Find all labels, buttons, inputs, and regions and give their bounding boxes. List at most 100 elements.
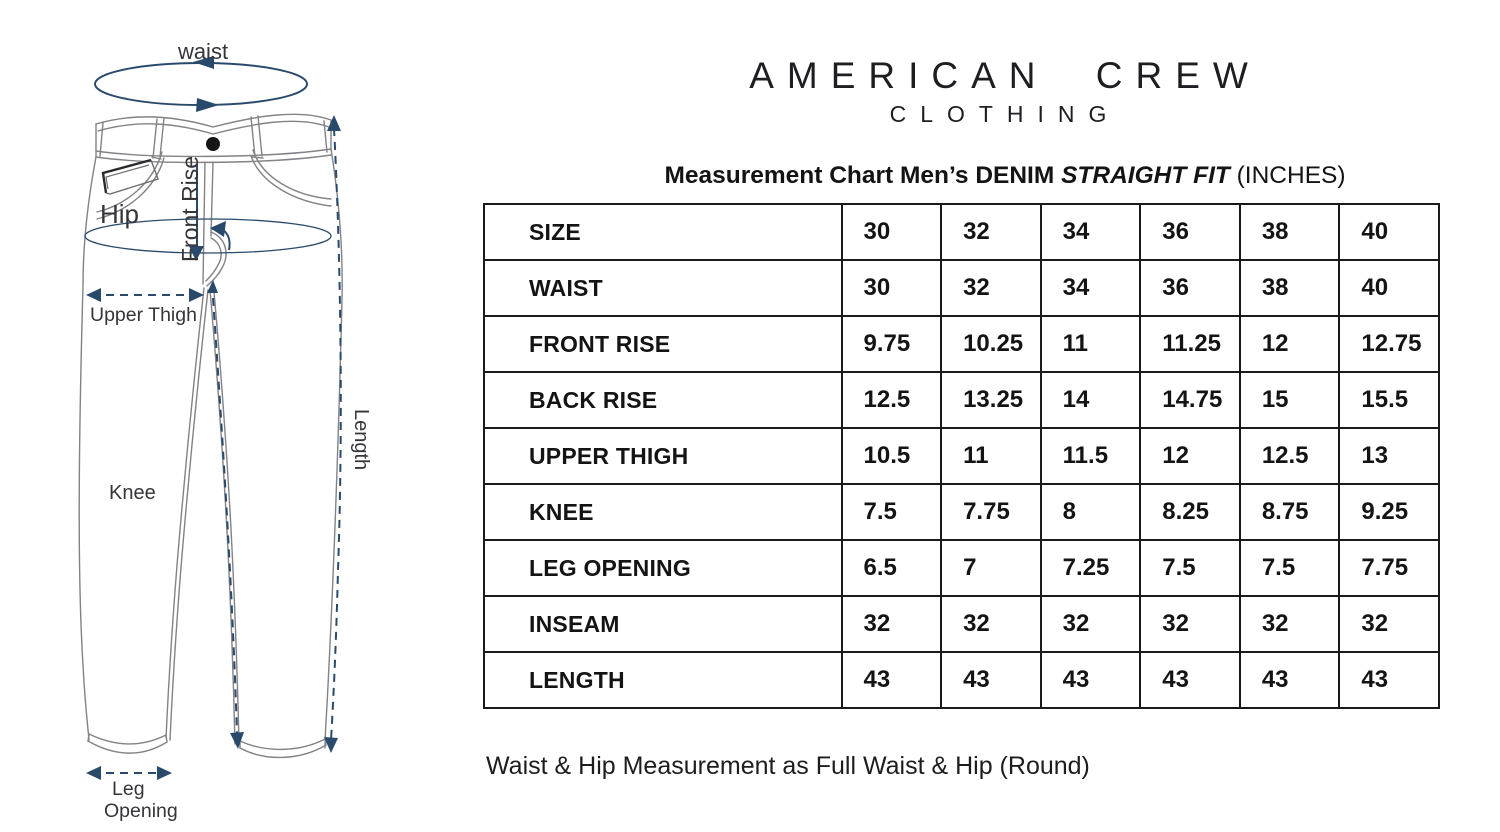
measurement-value: 12 <box>1238 315 1341 373</box>
measurement-value: 12 <box>1139 427 1241 485</box>
length-arrow-up <box>327 115 341 131</box>
measurement-value: 36 <box>1139 259 1241 317</box>
measurement-value: 10.25 <box>940 315 1042 373</box>
measurement-value: 32 <box>940 259 1042 317</box>
measurement-value: 36 <box>1139 203 1241 261</box>
measurement-value: 11.5 <box>1039 427 1142 485</box>
row-label: SIZE <box>483 203 843 261</box>
chart-title-prefix: Measurement Chart Men’s DENIM <box>664 162 1062 189</box>
length-line <box>330 127 342 741</box>
row-label: LEG OPENING <box>483 539 843 597</box>
measurement-value: 32 <box>840 595 943 653</box>
measurement-value: 38 <box>1238 203 1341 261</box>
leg-opening-arrow-right <box>157 766 172 780</box>
measurement-value: 32 <box>1039 595 1142 653</box>
measurement-value: 34 <box>1039 259 1142 317</box>
measurement-value: 43 <box>940 651 1042 709</box>
footnote: Waist & Hip Measurement as Full Waist & … <box>486 752 1090 780</box>
size-table: SIZE 30 32 34 36 38 40 WAIST 30 32 34 36 38 40 FRONT R… <box>483 203 1440 709</box>
brand-subtitle: CLOTHING <box>889 101 1121 127</box>
measurement-value: 32 <box>940 595 1042 653</box>
measurement-value: 34 <box>1039 203 1142 261</box>
chart-title: Measurement Chart Men’s DENIM STRAIGHT F… <box>505 162 1500 190</box>
measurement-value: 32 <box>1139 595 1241 653</box>
waist-ellipse <box>94 62 308 106</box>
length-arrow-down <box>324 737 338 753</box>
hip-label: Hip <box>100 199 139 229</box>
table-row: SIZE 30 32 34 36 38 40 <box>483 203 1440 261</box>
measurement-value: 43 <box>1139 651 1241 709</box>
leg-opening-arrow-left <box>86 766 101 780</box>
measurement-value: 6.5 <box>840 539 943 597</box>
upper-thigh-label: Upper Thigh <box>90 304 197 326</box>
front-rise-arrow-down <box>189 246 204 261</box>
measurement-arrowheads <box>86 56 341 780</box>
table-row: WAIST 30 32 34 36 38 40 <box>483 259 1440 317</box>
measurement-value: 43 <box>1238 651 1341 709</box>
inseam-arrow-down <box>230 732 244 749</box>
measurement-value: 7 <box>940 539 1042 597</box>
table-row: BACK RISE 12.5 13.25 14 14.75 15 15.5 <box>483 371 1440 429</box>
measurement-value: 7.75 <box>1338 539 1440 597</box>
upper-thigh-arrow-right <box>189 288 204 302</box>
chart-title-unit: (INCHES) <box>1229 162 1346 189</box>
row-label: WAIST <box>483 259 843 317</box>
length-label: Length <box>350 409 372 470</box>
row-label: FRONT RISE <box>483 315 843 373</box>
measurement-value: 10.5 <box>840 427 943 485</box>
measurement-value: 43 <box>1338 651 1440 709</box>
measurement-value: 40 <box>1338 259 1440 317</box>
table-row: LEG OPENING 6.5 7 7.25 7.5 7.5 7.75 <box>483 539 1440 597</box>
row-label: UPPER THIGH <box>483 427 843 485</box>
size-table-body: SIZE 30 32 34 36 38 40 WAIST 30 32 34 36 38 40 FRONT R… <box>483 203 1440 709</box>
measurement-value: 43 <box>840 651 943 709</box>
table-row: FRONT RISE 9.75 10.25 11 11.25 12 12.75 <box>483 315 1440 373</box>
measurement-value: 32 <box>1338 595 1440 653</box>
measurement-value: 7.5 <box>1139 539 1241 597</box>
table-row: LENGTH 43 43 43 43 43 43 <box>483 651 1440 709</box>
measurement-value: 11 <box>1039 315 1142 373</box>
hip-ellipse <box>84 218 332 254</box>
measurement-value: 9.25 <box>1338 483 1440 541</box>
measurement-value: 12.5 <box>840 371 943 429</box>
jeans-measurement-diagram: waist Hip Front Rise Upper Thigh Knee Le… <box>78 39 372 822</box>
measurement-value: 7.75 <box>940 483 1042 541</box>
measurement-value: 32 <box>1238 595 1341 653</box>
waist-arrow-left <box>193 56 214 69</box>
front-rise-label: Front Rise <box>177 156 203 262</box>
measurement-value: 7.5 <box>1238 539 1341 597</box>
table-row: UPPER THIGH 10.5 11 11.5 12 12.5 13 <box>483 427 1440 485</box>
waist-arrow-right <box>196 98 219 112</box>
row-label: BACK RISE <box>483 371 843 429</box>
inseam-line <box>212 297 238 735</box>
row-label: KNEE <box>483 483 843 541</box>
measurement-value: 38 <box>1238 259 1341 317</box>
measurement-value: 14 <box>1039 371 1142 429</box>
measurement-value: 30 <box>840 259 943 317</box>
measurement-value: 7.25 <box>1039 539 1142 597</box>
measurement-value: 11 <box>940 427 1042 485</box>
row-label: INSEAM <box>483 595 843 653</box>
chart-title-fit: STRAIGHT FIT <box>1061 162 1230 189</box>
measurement-value: 13.25 <box>940 371 1042 429</box>
measurement-value: 7.5 <box>840 483 943 541</box>
measurement-value: 8.75 <box>1238 483 1341 541</box>
upper-thigh-arrow-left <box>86 288 101 302</box>
front-rise-hook-arrow <box>210 221 226 237</box>
table-row: KNEE 7.5 7.75 8 8.25 8.75 9.25 <box>483 483 1440 541</box>
brand-name: AMERICAN CREW <box>749 55 1261 96</box>
measurement-value: 8.25 <box>1139 483 1241 541</box>
measurement-value: 12.75 <box>1338 315 1440 373</box>
measurement-value: 12.5 <box>1238 427 1341 485</box>
pocket-flap <box>101 158 159 195</box>
leg-opening-label-line2: Opening <box>104 800 178 822</box>
measurement-value: 15.5 <box>1338 371 1440 429</box>
row-label: LENGTH <box>483 651 843 709</box>
measurement-value: 30 <box>840 203 943 261</box>
measurement-value: 8 <box>1039 483 1142 541</box>
inseam-arrow-up <box>207 280 218 293</box>
measurement-value: 15 <box>1238 371 1341 429</box>
leg-opening-label-line1: Leg <box>112 778 145 800</box>
knee-label: Knee <box>109 482 156 504</box>
measurement-value: 9.75 <box>840 315 943 373</box>
